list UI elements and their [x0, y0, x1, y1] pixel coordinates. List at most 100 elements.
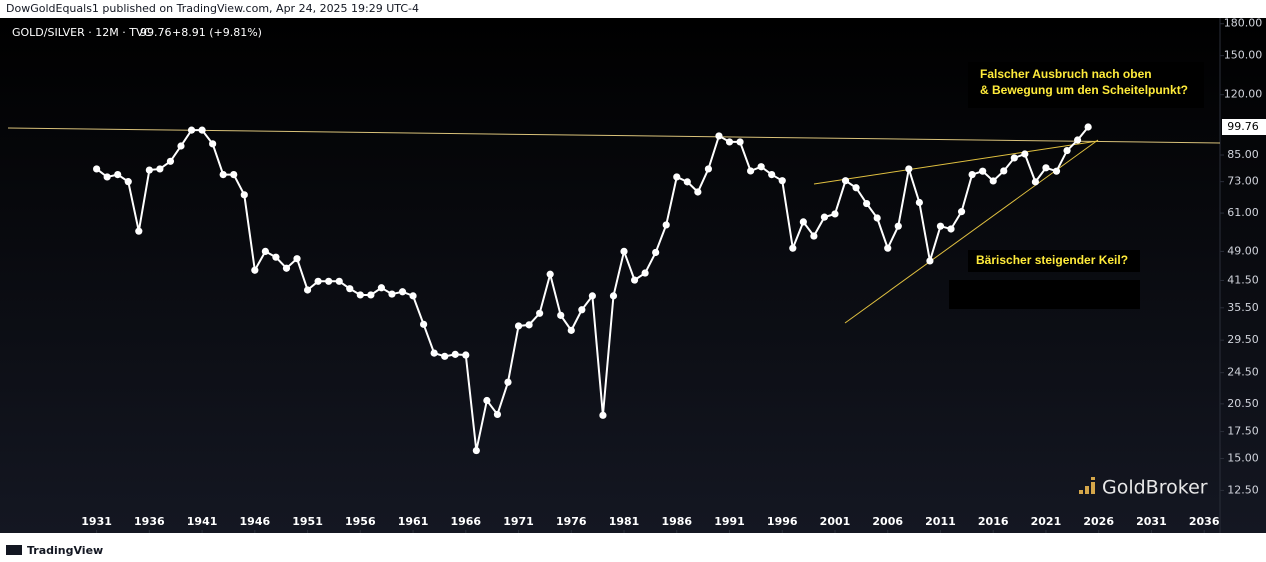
data-point — [103, 173, 111, 181]
data-point — [915, 198, 923, 207]
data-point — [504, 378, 512, 386]
y-tick-label: 73.00 — [1227, 175, 1259, 188]
x-tick-label: 2001 — [820, 515, 851, 528]
x-tick-label: 2036 — [1189, 515, 1220, 528]
data-point — [936, 222, 945, 230]
data-point — [1021, 150, 1029, 158]
data-point — [441, 352, 449, 360]
y-tick-label: 61.00 — [1227, 206, 1259, 219]
annotation: Bärischer steigender Keil? — [976, 253, 1128, 267]
y-tick-label: 20.50 — [1227, 397, 1259, 410]
data-point — [673, 173, 681, 181]
data-point — [894, 222, 902, 230]
data-point — [219, 171, 227, 179]
data-point — [926, 257, 934, 265]
annotation: & Bewegung um den Scheitelpunkt? — [980, 83, 1188, 97]
data-point — [145, 166, 153, 174]
x-tick-label: 1931 — [81, 515, 112, 528]
x-tick-label: 1966 — [450, 515, 481, 528]
data-point — [240, 191, 248, 199]
data-point — [768, 171, 776, 179]
data-point — [1052, 167, 1061, 175]
x-tick-label: 1956 — [345, 515, 376, 528]
data-point — [747, 167, 755, 175]
resistance-line — [7, 127, 1221, 144]
data-point — [567, 326, 575, 334]
data-point — [1084, 123, 1092, 131]
x-tick-label: 2006 — [872, 515, 903, 528]
y-tick-label: 180.00 — [1224, 17, 1263, 30]
data-point — [451, 350, 459, 358]
data-point — [630, 276, 639, 284]
wedge-upper — [813, 140, 1099, 185]
y-tick-label: 17.50 — [1227, 425, 1259, 438]
data-point — [272, 253, 280, 261]
logo-bar — [1079, 490, 1083, 494]
data-point — [514, 322, 523, 330]
data-point — [799, 218, 807, 226]
data-point — [873, 214, 881, 222]
x-tick-label: 2021 — [1031, 515, 1062, 528]
data-point — [124, 178, 132, 186]
redaction-box — [949, 280, 1140, 309]
data-point — [325, 277, 333, 285]
platform-logo — [6, 545, 22, 555]
brand-logo — [1079, 477, 1095, 494]
y-tick-label: 41.50 — [1227, 273, 1259, 286]
data-point — [588, 292, 596, 300]
data-point — [841, 177, 850, 185]
data-point — [335, 277, 343, 285]
x-tick-label: 2016 — [978, 515, 1009, 528]
data-point — [282, 264, 291, 272]
data-point — [704, 165, 713, 173]
data-point — [388, 290, 396, 298]
data-point — [578, 306, 586, 314]
data-point — [599, 411, 607, 419]
data-point — [641, 269, 649, 277]
logo-bar — [1091, 482, 1095, 494]
x-tick-label: 1946 — [240, 515, 271, 528]
x-tick-label: 1941 — [187, 515, 218, 528]
data-point — [209, 140, 217, 148]
data-point — [957, 208, 966, 216]
data-point — [662, 221, 670, 229]
data-point — [905, 165, 913, 173]
legend-change: +8.91 (+9.81%) — [172, 26, 262, 39]
data-point — [398, 288, 407, 296]
data-point — [979, 167, 987, 175]
y-tick-label: 29.50 — [1227, 333, 1259, 346]
data-point — [367, 291, 375, 299]
data-point — [135, 227, 143, 235]
y-tick-label: 120.00 — [1224, 88, 1263, 101]
data-point — [609, 292, 618, 300]
data-point — [1063, 146, 1071, 155]
y-tick-label: 49.00 — [1227, 244, 1259, 257]
data-point — [1000, 167, 1008, 175]
data-point — [187, 126, 196, 134]
data-point — [778, 177, 786, 185]
data-point — [831, 210, 839, 218]
data-point — [303, 286, 312, 294]
data-point — [93, 165, 101, 173]
legend-symbol: GOLD/SILVER · 12M · TVC — [12, 26, 151, 39]
legend-last: 99.76 — [140, 26, 172, 39]
data-point — [356, 291, 364, 299]
y-tick-label: 15.00 — [1227, 452, 1259, 465]
data-point — [346, 285, 354, 293]
data-point — [652, 248, 660, 257]
data-point — [536, 309, 544, 317]
data-point — [261, 247, 269, 255]
data-point — [968, 171, 976, 179]
last-price-label: 99.76 — [1227, 120, 1259, 133]
data-point — [620, 247, 628, 255]
data-point — [757, 163, 765, 171]
data-point — [293, 255, 301, 263]
y-tick-label: 12.50 — [1227, 483, 1259, 496]
x-tick-label: 2011 — [925, 515, 956, 528]
data-point — [525, 321, 533, 329]
y-tick-label: 24.50 — [1227, 366, 1259, 379]
data-point — [715, 132, 723, 140]
data-point — [166, 157, 175, 165]
last-price-box — [1222, 119, 1266, 136]
